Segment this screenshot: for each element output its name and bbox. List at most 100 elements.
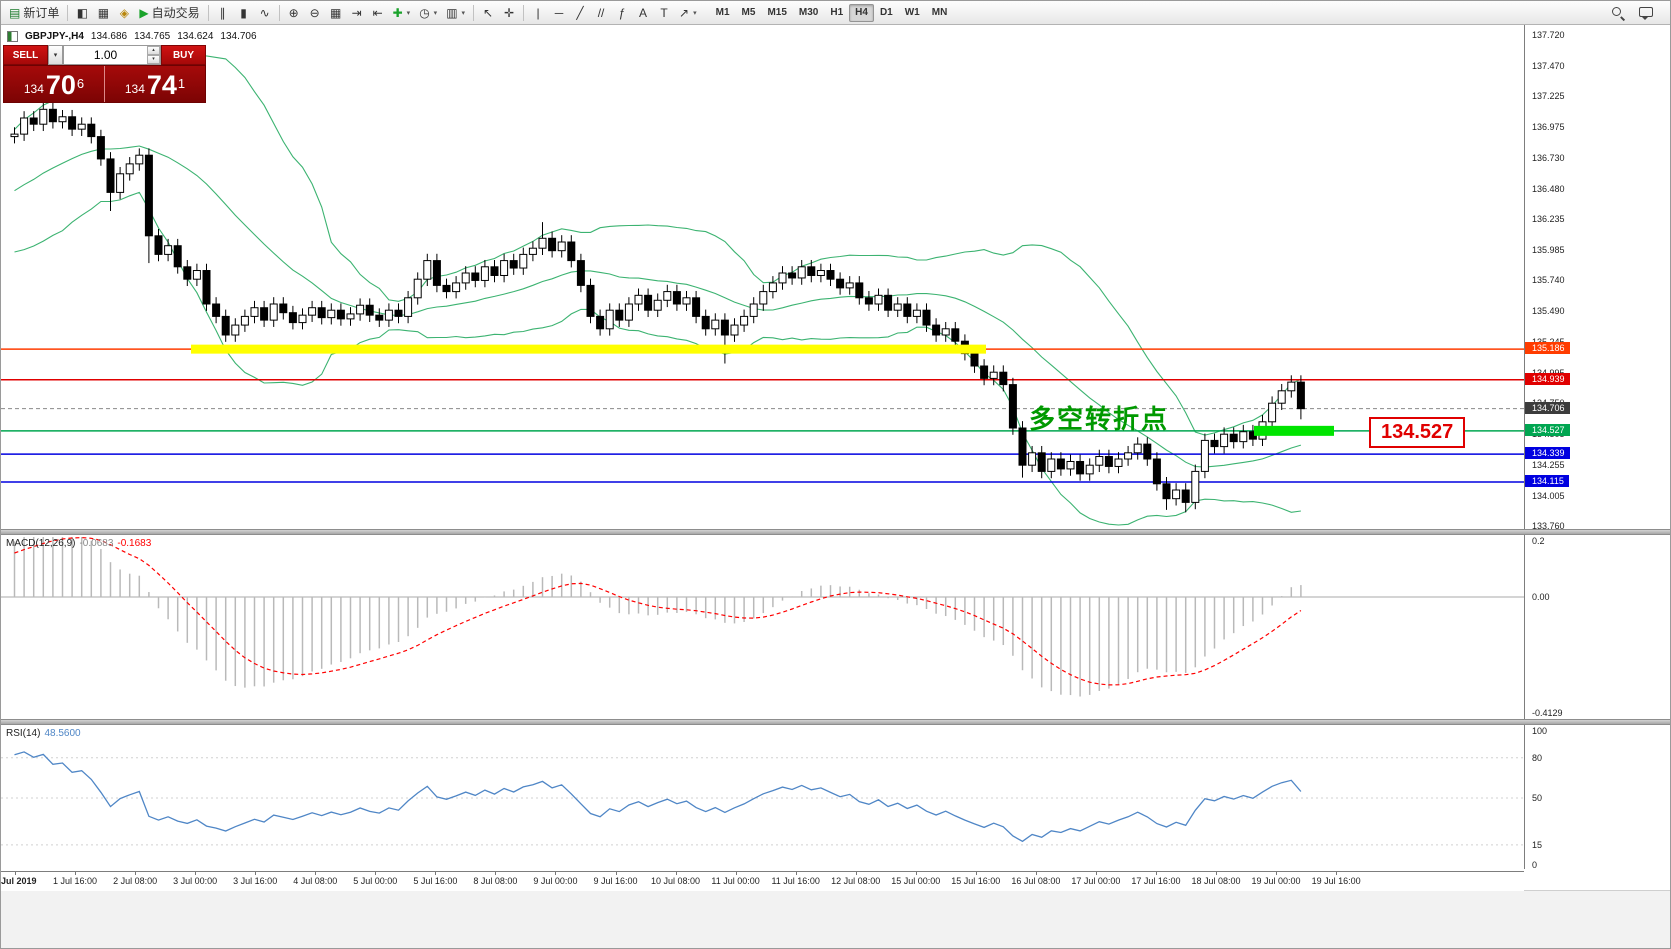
level-price-label: 134.527 bbox=[1525, 423, 1570, 436]
rsi-scale-label: 0 bbox=[1532, 860, 1538, 870]
ohlc-low: 134.624 bbox=[177, 31, 214, 42]
rsi-scale-label: 80 bbox=[1532, 752, 1543, 763]
vertical-line-button[interactable]: | bbox=[528, 3, 548, 23]
equidistant-channel-button[interactable]: // bbox=[591, 3, 611, 23]
text-label-button[interactable]: T bbox=[654, 3, 674, 23]
timeframe-m1[interactable]: M1 bbox=[710, 4, 736, 22]
price-tick-label: 134.255 bbox=[1532, 459, 1565, 470]
data-window-button[interactable]: ▦ bbox=[93, 3, 113, 23]
line-chart-button[interactable]: ∿ bbox=[255, 3, 275, 23]
macd-scale-label: -0.4129 bbox=[1532, 707, 1563, 718]
zoom-in-button[interactable]: ⊕ bbox=[284, 3, 304, 23]
templates-button[interactable]: ▥ ▾ bbox=[442, 3, 469, 23]
macd-value-main: -0.0683 bbox=[79, 538, 114, 549]
timeframe-m5[interactable]: M5 bbox=[736, 4, 762, 22]
periods-button[interactable]: ◷ ▾ bbox=[415, 3, 441, 23]
arrows-dropdown-icon: ▾ bbox=[693, 9, 697, 17]
search-button[interactable] bbox=[1607, 3, 1629, 23]
price-tick-label: 136.975 bbox=[1532, 122, 1565, 133]
macd-canvas bbox=[1, 536, 1524, 697]
new-order-label: 新订单 bbox=[23, 6, 60, 20]
time-tick bbox=[375, 872, 377, 875]
tile-windows-icon: ▦ bbox=[329, 5, 342, 20]
cursor-button[interactable]: ↖ bbox=[478, 3, 498, 23]
fibonacci-button[interactable]: ƒ bbox=[612, 3, 632, 23]
time-tick bbox=[555, 872, 557, 875]
zoom-in-icon: ⊕ bbox=[288, 5, 299, 20]
rsi-scale-label: 15 bbox=[1532, 839, 1543, 850]
line-chart-icon: ∿ bbox=[259, 5, 270, 20]
horizontal-line-icon: ─ bbox=[554, 5, 564, 20]
current-price-label: 134.706 bbox=[1525, 401, 1570, 414]
buy-button[interactable]: BUY bbox=[161, 45, 206, 65]
chart-shift-button[interactable]: ⇥ bbox=[347, 3, 367, 23]
horizontal-line-button[interactable]: ─ bbox=[549, 3, 569, 23]
macd-scale-label: 0.2 bbox=[1532, 536, 1545, 546]
zoom-out-button[interactable]: ⊖ bbox=[305, 3, 325, 23]
bar-chart-button[interactable]: ∥ bbox=[213, 3, 233, 23]
time-axis-label: 2 Jul 08:00 bbox=[113, 876, 158, 886]
price-scale[interactable]: 137.720 137.470 137.225 136.975 136.730 136.4… bbox=[1524, 25, 1670, 870]
trendline-button[interactable]: ╱ bbox=[570, 3, 590, 23]
rsi-scale-label: 100 bbox=[1532, 726, 1548, 736]
time-tick bbox=[1035, 872, 1037, 875]
volume-increase-button[interactable]: ▴ bbox=[147, 46, 160, 55]
text-button[interactable]: A bbox=[633, 3, 653, 23]
timeframe-mn[interactable]: MN bbox=[926, 4, 954, 22]
price-tick-label: 135.245 bbox=[1532, 337, 1565, 347]
time-tick bbox=[1155, 872, 1157, 875]
candlestick-chart-button[interactable]: ▮ bbox=[234, 3, 254, 23]
arrows-button[interactable]: ↗ ▾ bbox=[675, 3, 701, 23]
volume-decrease-button[interactable]: ▾ bbox=[147, 55, 160, 64]
toolbar-separator bbox=[207, 4, 209, 21]
timeframe-m30[interactable]: M30 bbox=[793, 4, 824, 22]
market-watch-button[interactable]: ◧ bbox=[72, 3, 92, 23]
autotrading-button[interactable]: ▶ 自动交易 bbox=[135, 3, 203, 23]
time-axis-label: 9 Jul 16:00 bbox=[593, 876, 638, 886]
rsi-indicator-label: RSI(14) 48.5600 bbox=[6, 728, 81, 739]
level-price-label: 134.939 bbox=[1525, 372, 1570, 385]
timeframe-w1[interactable]: W1 bbox=[899, 4, 926, 22]
time-axis-label: 12 Jul 08:00 bbox=[831, 876, 881, 886]
panel-splitter-macd[interactable] bbox=[1, 529, 1670, 535]
price-tick-label: 134.005 bbox=[1532, 490, 1565, 501]
crosshair-button[interactable]: ✛ bbox=[499, 3, 519, 23]
chat-button[interactable] bbox=[1635, 3, 1658, 23]
new-order-button[interactable]: ▤ 新订单 bbox=[5, 3, 63, 23]
macd-panel[interactable]: MACD(12,26,9) -0.0683 -0.1683 bbox=[1, 535, 1524, 719]
sell-price-display[interactable]: 134 70 6 bbox=[4, 66, 104, 102]
trendline-icon: ╱ bbox=[576, 5, 584, 20]
macd-indicator-label: MACD(12,26,9) -0.0683 -0.1683 bbox=[6, 538, 151, 549]
toolbar-separator bbox=[278, 4, 280, 21]
timeframe-m15[interactable]: M15 bbox=[761, 4, 792, 22]
market-watch-icon: ◧ bbox=[76, 5, 89, 20]
time-axis-label: 17 Jul 00:00 bbox=[1071, 876, 1121, 886]
time-tick bbox=[195, 872, 197, 875]
volume-dropdown-button[interactable]: ▾ bbox=[48, 45, 63, 65]
time-axis-label: 5 Jul 16:00 bbox=[413, 876, 458, 886]
chart-ohlc-header: GBPJPY-,H4 134.686 134.765 134.624 134.7… bbox=[7, 31, 257, 42]
buy-price-display[interactable]: 134 74 1 bbox=[105, 66, 205, 102]
panel-splitter-rsi[interactable] bbox=[1, 719, 1670, 725]
chart-annotation-text: 多空转折点 bbox=[1029, 404, 1170, 434]
indicators-button[interactable]: ✚ ▾ bbox=[389, 3, 415, 23]
price-chart-canvas bbox=[1, 55, 1524, 526]
chart-window-icon bbox=[7, 31, 18, 42]
timeframe-h4[interactable]: H4 bbox=[849, 3, 874, 22]
time-axis-label: 10 Jul 08:00 bbox=[651, 876, 701, 886]
timeframe-d1[interactable]: D1 bbox=[874, 4, 899, 22]
price-chart-panel[interactable]: GBPJPY-,H4 134.686 134.765 134.624 134.7… bbox=[1, 25, 1524, 529]
tile-windows-button[interactable]: ▦ bbox=[326, 3, 346, 23]
bottom-strip bbox=[1, 890, 1670, 948]
rsi-canvas bbox=[1, 751, 1524, 846]
auto-scroll-button[interactable]: ⇤ bbox=[368, 3, 388, 23]
time-axis[interactable]: 1 Jul 2019 1 Jul 16:00 2 Jul 08:00 3 Jul 00… bbox=[1, 871, 1524, 891]
sell-button[interactable]: SELL bbox=[3, 45, 48, 65]
navigator-button[interactable]: ◈ bbox=[114, 3, 134, 23]
volume-input[interactable] bbox=[64, 46, 147, 64]
timeframe-h1[interactable]: H1 bbox=[824, 4, 849, 22]
time-tick bbox=[855, 872, 857, 875]
rsi-value: 48.5600 bbox=[44, 728, 81, 739]
rsi-panel[interactable]: RSI(14) 48.5600 bbox=[1, 725, 1524, 871]
time-tick bbox=[675, 872, 677, 875]
